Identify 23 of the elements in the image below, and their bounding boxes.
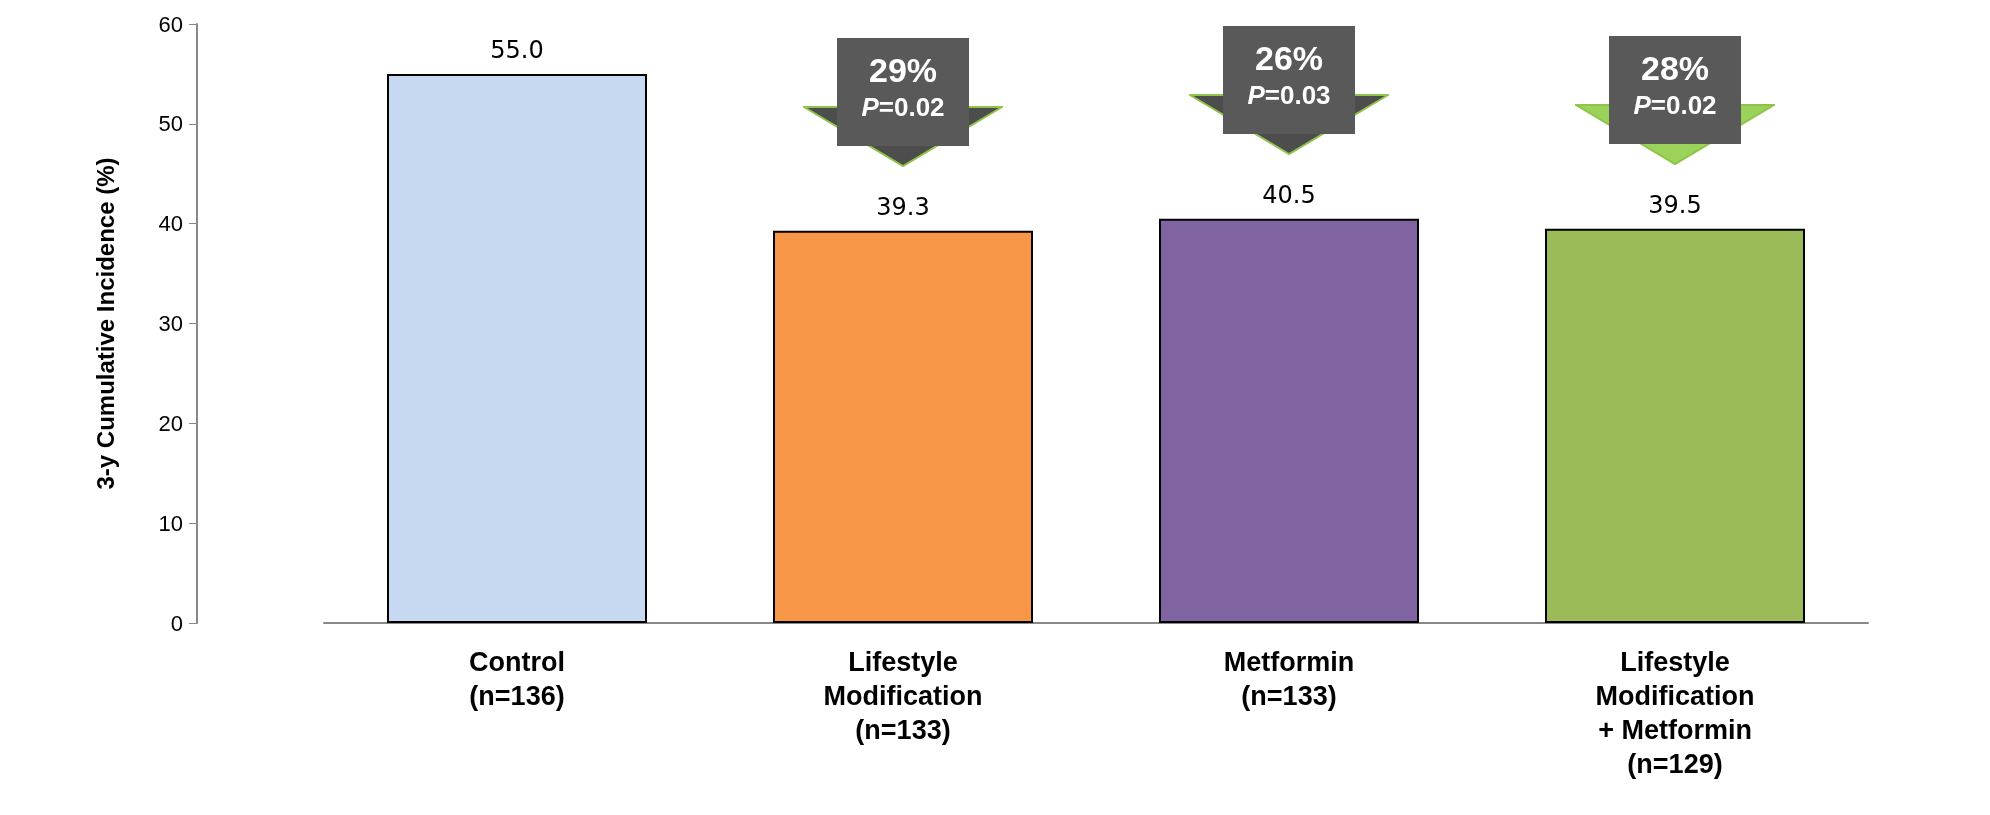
- x-tick-label: Metformin (n=133): [1223, 647, 1355, 711]
- x-tick-label: Control (n=136): [469, 647, 565, 711]
- bar: [1545, 228, 1805, 623]
- y-tick-label: 60: [158, 11, 183, 37]
- y-tick-label: 10: [158, 510, 183, 536]
- annotation: 26% P=0.03: [1246, 37, 1332, 112]
- y-tick-label: 30: [158, 311, 183, 336]
- y-tick-label: 50: [158, 111, 183, 137]
- y-tick-label: 40: [158, 211, 183, 237]
- y-tick-label: 0: [170, 610, 183, 636]
- data-label: 39.5: [1648, 190, 1702, 219]
- bar: [387, 73, 647, 623]
- bar: [1159, 218, 1419, 623]
- annotation: 29% P=0.02: [860, 49, 946, 124]
- data-label: 55.0: [490, 35, 544, 64]
- data-label: 39.3: [876, 192, 930, 221]
- bar: [773, 230, 1033, 623]
- data-label: 40.5: [1262, 180, 1316, 209]
- x-tick-label: Lifestyle Modification + Metformin (n=129): [1595, 647, 1755, 779]
- y-tick-label: 20: [158, 410, 183, 436]
- annotation: 28% P=0.02: [1632, 47, 1718, 122]
- x-tick-label: Lifestyle Modification (n=133): [823, 647, 983, 745]
- y-axis-title: 3-y Cumulative Incidence (%): [91, 157, 119, 490]
